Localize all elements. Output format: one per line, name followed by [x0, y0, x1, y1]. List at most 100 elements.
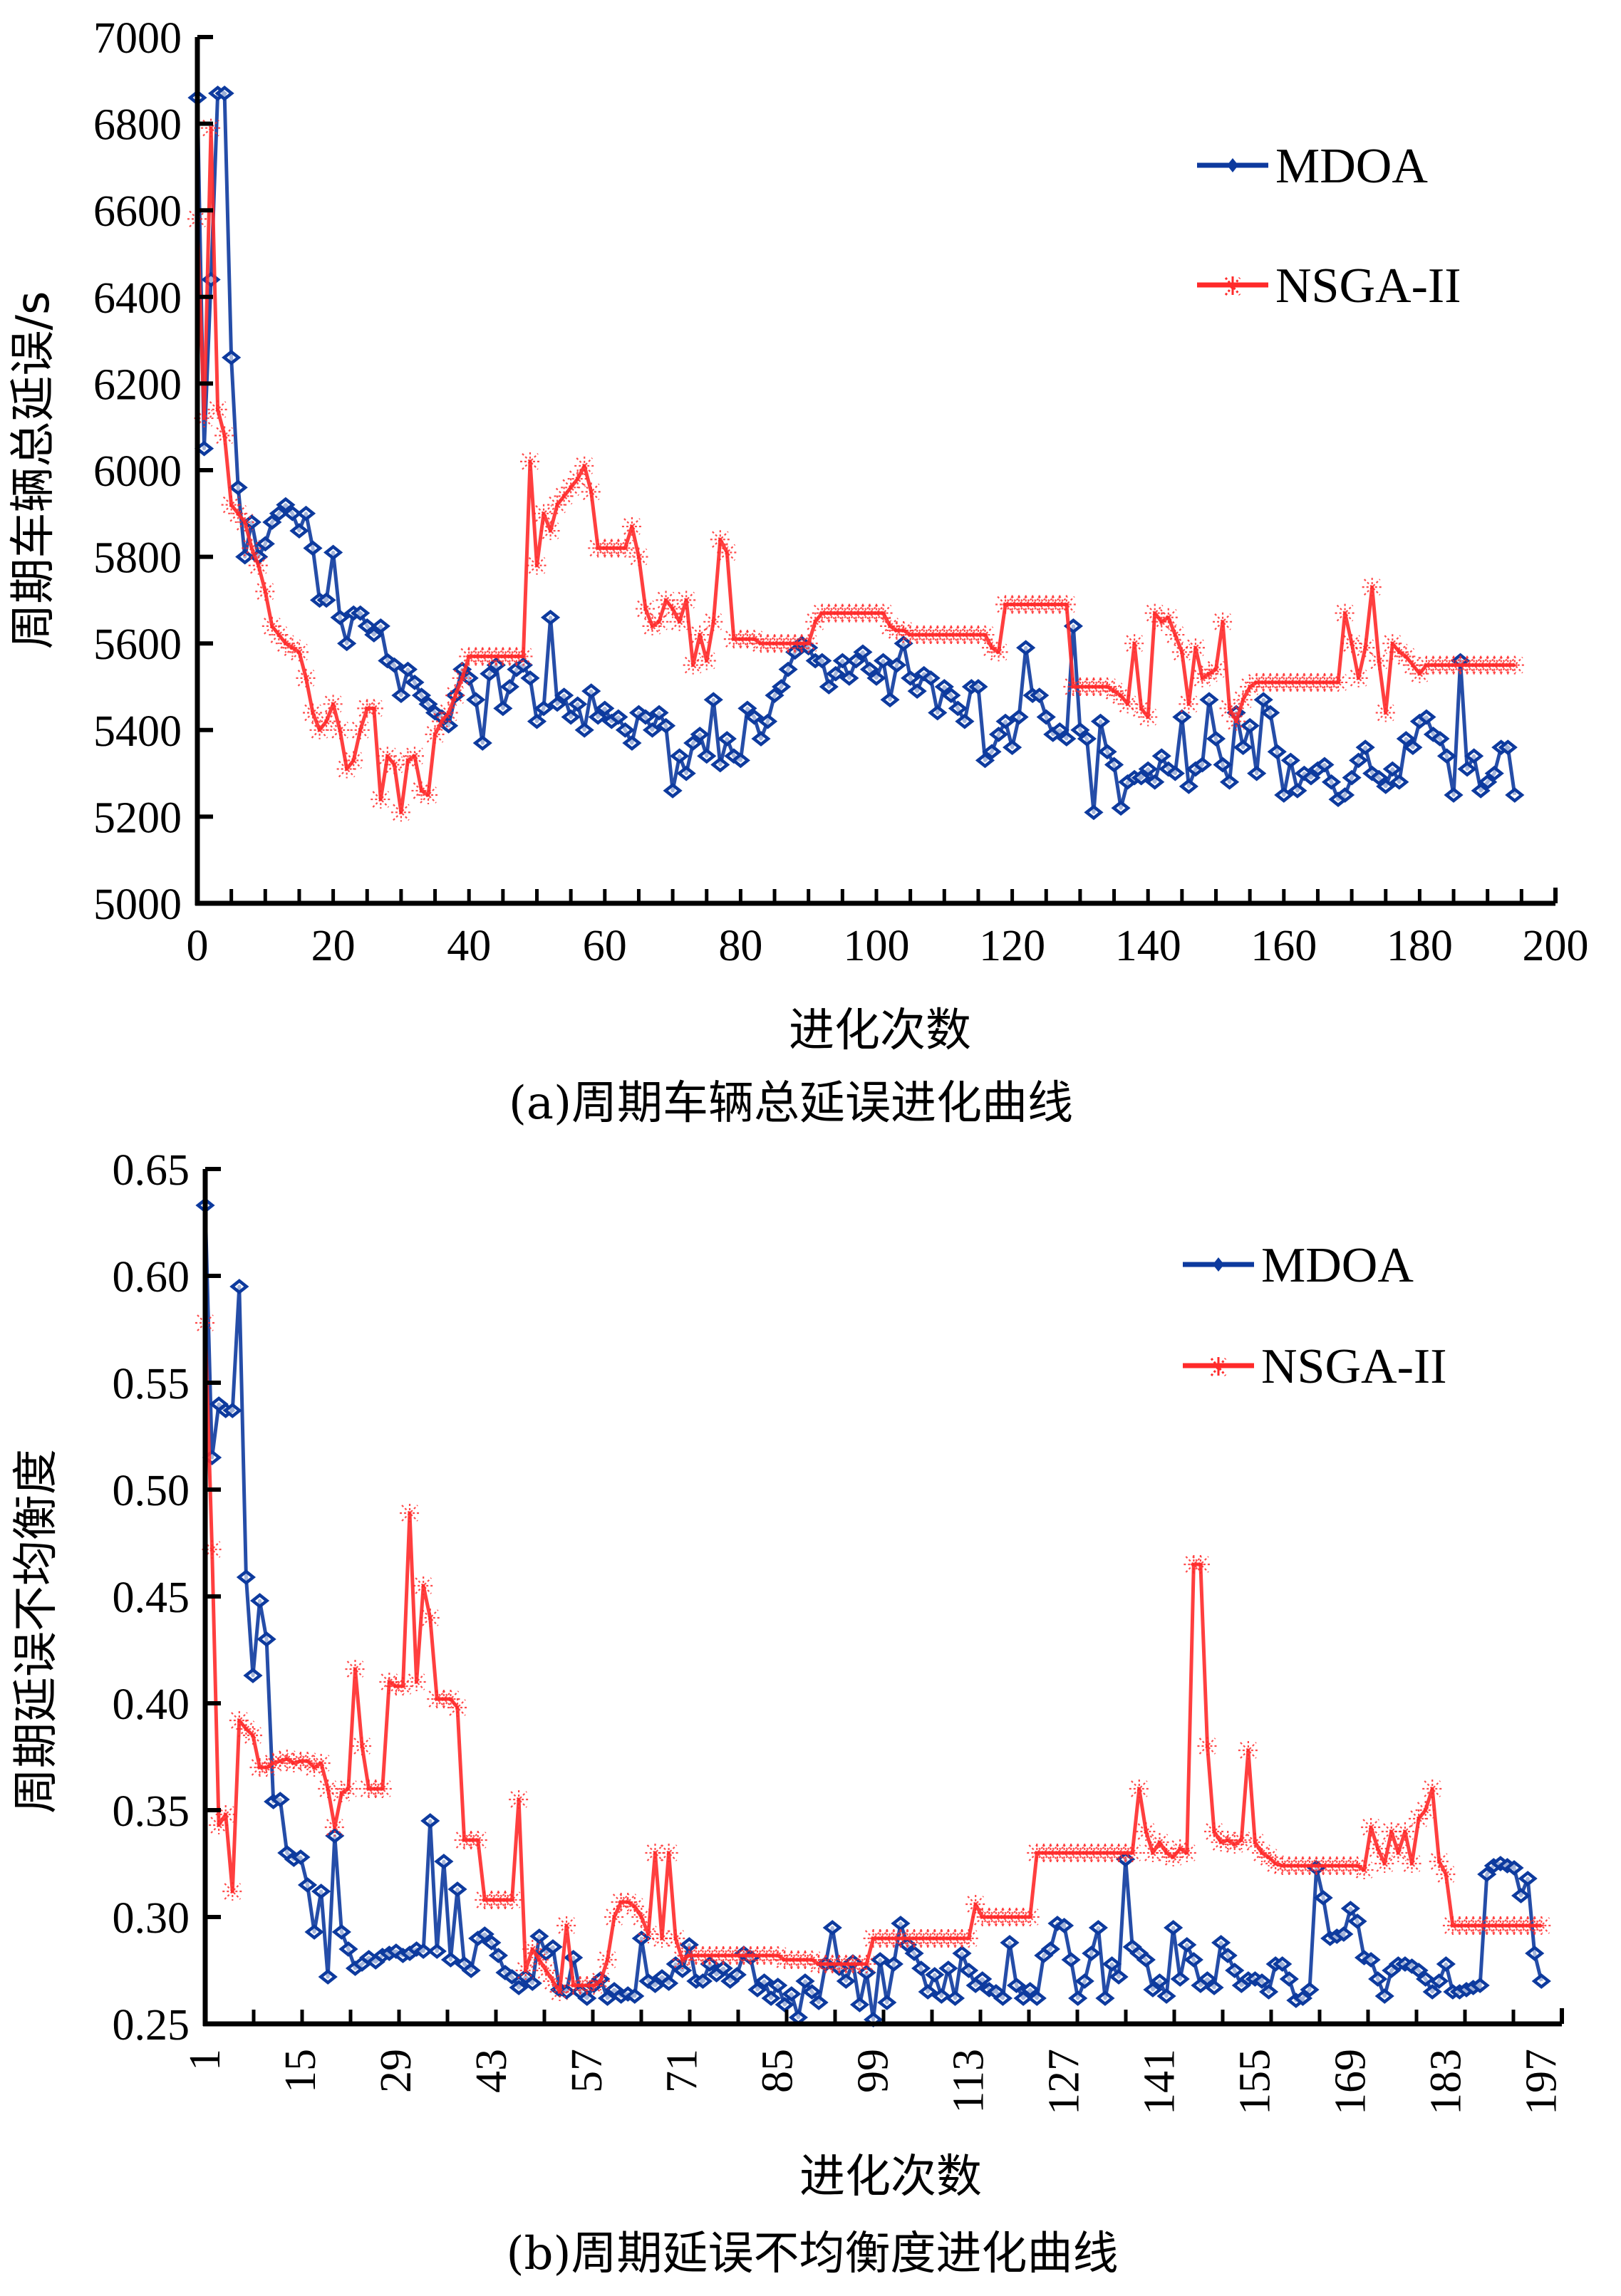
data-point — [1504, 1860, 1524, 1876]
data-point — [1498, 655, 1518, 675]
data-point — [1436, 748, 1457, 764]
data-point — [1117, 695, 1138, 714]
data-point — [897, 1929, 918, 1948]
x-tick-label: 197 — [1517, 2049, 1565, 2115]
data-point — [1402, 1854, 1422, 1873]
y-tick-label: 0.35 — [113, 1787, 190, 1836]
data-point — [461, 1831, 482, 1849]
data-point — [856, 1955, 877, 1973]
data-point — [961, 625, 982, 645]
data-point — [825, 603, 846, 623]
data-point — [683, 735, 703, 751]
data-point — [751, 731, 771, 747]
data-point — [522, 1975, 542, 1991]
series-line — [195, 126, 1515, 814]
data-point — [1022, 595, 1043, 614]
y-tick-label: 0.55 — [113, 1360, 190, 1408]
data-point — [819, 679, 839, 695]
data-point — [461, 1963, 481, 1978]
data-point — [1047, 1844, 1067, 1862]
x-tick-label: 60 — [583, 922, 627, 970]
data-point — [1246, 672, 1267, 692]
x-tick-label: 155 — [1231, 2049, 1279, 2115]
data-point — [1388, 1844, 1409, 1862]
legend-label: MDOA — [1261, 1238, 1414, 1293]
y-tick-label: 5800 — [93, 534, 182, 583]
data-point — [1267, 672, 1288, 692]
chart-b-legend: MDOA NSGA-II — [1183, 1238, 1447, 1394]
data-point — [1115, 1844, 1136, 1862]
data-point — [1504, 1916, 1525, 1935]
data-point — [928, 705, 948, 721]
data-point — [1396, 731, 1416, 747]
data-point — [1090, 713, 1111, 729]
data-point — [459, 670, 479, 686]
data-point — [228, 504, 249, 523]
data-point — [1456, 1916, 1477, 1935]
data-point — [829, 1955, 849, 1973]
data-point — [608, 539, 628, 558]
data-point — [257, 1631, 276, 1647]
data-point — [730, 752, 751, 769]
y-tick-label: 0.30 — [113, 1894, 190, 1943]
data-point — [398, 661, 418, 677]
data-point — [863, 1929, 884, 1948]
chart-a-xlabel: 进化次数 — [789, 1004, 971, 1057]
y-tick-label: 6200 — [93, 360, 182, 409]
y-tick-label: 0.50 — [113, 1467, 190, 1515]
data-point — [1171, 643, 1192, 662]
data-point — [1179, 778, 1198, 794]
x-tick-label: 20 — [311, 922, 356, 970]
legend-item-mdoa: MDOA — [1197, 139, 1428, 194]
data-point — [693, 1973, 713, 1989]
data-point — [214, 85, 234, 101]
data-point — [1429, 655, 1450, 675]
data-point — [454, 1831, 475, 1849]
data-point — [494, 1891, 515, 1909]
data-point — [427, 1943, 447, 1959]
data-point — [1199, 692, 1219, 708]
legend-item-nsga-ii: NSGA-II — [1183, 1339, 1447, 1394]
data-point — [1042, 595, 1063, 614]
data-point — [927, 625, 948, 645]
data-point — [975, 625, 995, 645]
data-point — [1131, 769, 1151, 786]
x-tick-label: 71 — [658, 2049, 707, 2093]
data-point — [812, 603, 832, 623]
data-point — [631, 1931, 651, 1946]
data-point — [1476, 1916, 1497, 1935]
data-point — [822, 1920, 842, 1936]
data-point — [411, 687, 432, 704]
data-point — [304, 1924, 324, 1940]
data-point — [1416, 655, 1436, 675]
data-point — [563, 1976, 584, 1995]
x-tick-label: 1 — [181, 2049, 229, 2071]
data-point — [1050, 722, 1070, 738]
data-point — [1082, 1946, 1102, 1961]
data-point — [438, 703, 459, 722]
data-point — [1423, 655, 1444, 675]
y-tick-label: 0.60 — [113, 1253, 190, 1302]
data-point — [1213, 612, 1233, 631]
data-point — [1457, 761, 1477, 777]
data-point — [547, 495, 568, 514]
data-point — [638, 1925, 658, 1943]
data-point — [520, 670, 540, 686]
data-point — [849, 1997, 870, 2012]
data-point — [1402, 655, 1423, 675]
data-point — [366, 1780, 386, 1798]
data-point — [1470, 1916, 1491, 1935]
data-point — [1111, 800, 1131, 816]
data-point — [1197, 1737, 1218, 1755]
data-point — [1374, 1988, 1394, 2004]
data-point — [1409, 664, 1430, 683]
data-point — [805, 612, 826, 631]
data-point — [595, 700, 615, 717]
data-point — [754, 1946, 775, 1965]
data-point — [649, 705, 669, 721]
data-point — [420, 1813, 440, 1829]
x-tick-label: 57 — [563, 2049, 611, 2093]
data-point — [1184, 1952, 1203, 1968]
data-point — [1247, 765, 1267, 781]
data-point — [683, 655, 703, 675]
